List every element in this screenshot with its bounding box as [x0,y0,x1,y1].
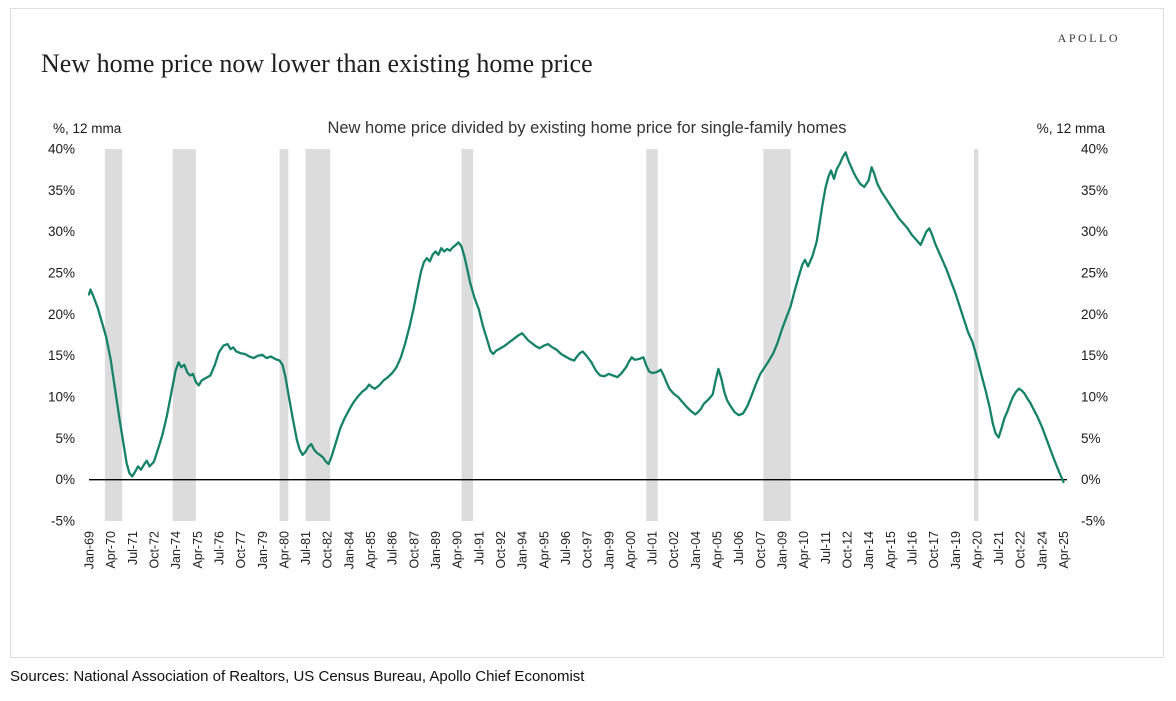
recession-band [104,149,123,521]
y-tick-label-left: 0% [55,472,75,487]
x-tick-label: Oct-72 [148,531,162,569]
chart-panel: APOLLO New home price now lower than exi… [10,8,1164,658]
y-tick-label-right: -5% [1081,514,1105,529]
y-tick-label-right: 40% [1081,142,1108,157]
page-title: New home price now lower than existing h… [41,49,593,78]
y-tick-label-left: 35% [48,183,75,198]
x-tick-label: Oct-17 [927,531,941,569]
x-tick-label: Jan-84 [342,531,356,569]
apollo-logo: APOLLO [1057,31,1120,45]
y-tick-label-left: 15% [48,348,75,363]
x-tick-label: Jul-16 [905,531,919,565]
recession-band [646,149,658,521]
right-axis-unit-label: %, 12 mma [1036,121,1105,136]
y-tick-label-right: 0% [1081,472,1101,487]
y-tick-label-right: 15% [1081,348,1108,363]
x-tick-label: Jan-24 [1035,531,1049,569]
x-tick-label: Jan-09 [776,531,790,569]
y-tick-label-right: 10% [1081,390,1108,405]
x-tick-label: Apr-20 [970,531,984,569]
x-tick-label: Jul-96 [559,531,573,565]
y-tick-label-left: 10% [48,390,75,405]
x-tick-label: Apr-75 [191,531,205,569]
x-tick-label: Apr-90 [451,531,465,569]
y-tick-label-left: 30% [48,224,75,239]
x-tick-label: Jan-04 [689,531,703,569]
x-tick-label: Oct-77 [234,531,248,569]
x-tick-label: Apr-05 [711,531,725,569]
y-tick-label-right: 25% [1081,266,1108,281]
x-tick-label: Oct-12 [841,531,855,569]
x-tick-label: Apr-70 [104,531,118,569]
x-tick-label: Jan-94 [516,531,530,569]
x-tick-label: Jan-89 [429,531,443,569]
x-tick-label: Jul-86 [386,531,400,565]
x-tick-label: Apr-15 [884,531,898,569]
x-tick-label: Jan-79 [256,531,270,569]
y-tick-label-left: -5% [51,514,75,529]
x-tick-label: Oct-07 [754,531,768,569]
x-tick-label: Oct-22 [1014,531,1028,569]
x-tick-label: Oct-97 [581,531,595,569]
recession-band [461,149,474,521]
y-tick-label-left: 20% [48,307,75,322]
left-axis-unit-label: %, 12 mma [53,121,122,136]
recession-band [974,149,979,521]
x-tick-label: Jul-76 [212,531,226,565]
y-tick-label-left: 25% [48,266,75,281]
x-tick-label: Jul-11 [819,531,833,564]
recession-band [763,149,791,521]
x-tick-label: Oct-87 [407,531,421,569]
recession-band [279,149,289,521]
x-tick-label: Jan-74 [169,531,183,569]
x-tick-label: Jan-69 [83,531,97,569]
x-tick-label: Jul-71 [126,531,140,565]
x-tick-label: Jan-14 [862,531,876,569]
x-tick-label: Apr-10 [797,531,811,569]
x-tick-label: Apr-00 [624,531,638,569]
x-tick-label: Jan-19 [949,531,963,569]
y-tick-label-right: 5% [1081,431,1101,446]
recession-band [305,149,331,521]
price-ratio-line [87,151,1065,484]
y-tick-label-right: 35% [1081,183,1108,198]
x-tick-label: Jul-21 [992,531,1006,565]
x-tick-label: Apr-80 [277,531,291,569]
y-tick-label-right: 20% [1081,307,1108,322]
x-tick-label: Jan-99 [602,531,616,569]
x-tick-label: Apr-85 [364,531,378,569]
chart-subtitle: New home price divided by existing home … [327,119,847,137]
x-tick-label: Apr-95 [537,531,551,569]
y-tick-label-left: 40% [48,142,75,157]
price-ratio-line-chart: 40% 40% 35% 35% 30% 30% 25% 25% 20% 20% 15% 15% 10% 1… [48,142,1108,570]
y-tick-label-right: 30% [1081,224,1108,239]
x-tick-label: Apr-25 [1057,531,1071,569]
x-tick-label: Jul-06 [732,531,746,565]
y-tick-label-left: 5% [55,431,75,446]
sources-note: Sources: National Association of Realtor… [10,668,585,685]
x-tick-label: Oct-02 [667,531,681,569]
x-tick-label: Jul-91 [472,531,486,565]
x-tick-label: Jul-01 [646,531,660,565]
x-tick-label: Oct-92 [494,531,508,569]
recession-band [172,149,196,521]
x-tick-label: Jul-81 [299,531,313,565]
x-tick-label: Oct-82 [321,531,335,569]
